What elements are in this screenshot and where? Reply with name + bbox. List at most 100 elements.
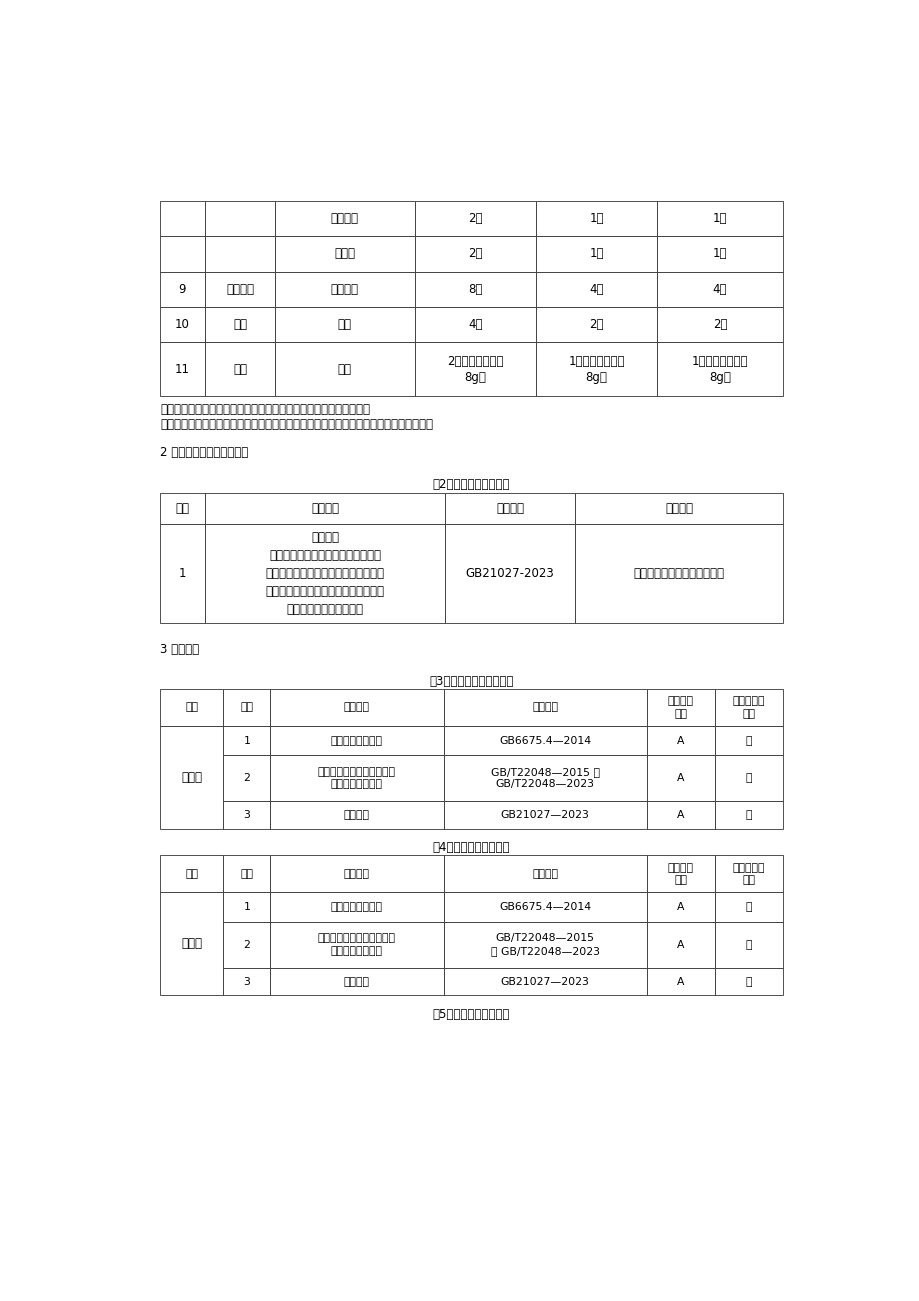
Bar (656, 200, 782, 237)
Text: 4本: 4本 (712, 282, 727, 295)
Text: 1个: 1个 (712, 212, 727, 225)
Bar (574, 493, 782, 524)
Text: 否: 否 (745, 977, 752, 986)
Text: 是: 是 (745, 735, 752, 745)
Bar (160, 524, 205, 623)
Bar (536, 272, 656, 307)
Text: 表2产品名称及执行标准: 表2产品名称及执行标准 (432, 477, 510, 490)
Text: 可触及的塑料件中邻苯二甲
酸酯增塑剂的限量: 可触及的塑料件中邻苯二甲 酸酯增塑剂的限量 (317, 768, 395, 790)
Bar (223, 892, 269, 921)
Text: 笔套安全: 笔套安全 (344, 977, 369, 986)
Text: GB6675.4—2014: GB6675.4—2014 (498, 735, 591, 745)
Text: 4只: 4只 (468, 319, 482, 332)
Text: 3 检验依据: 3 检验依据 (160, 643, 199, 656)
Bar (445, 524, 574, 623)
Bar (223, 755, 269, 801)
Bar (646, 801, 714, 829)
Text: 序号: 序号 (176, 502, 189, 515)
Bar (536, 342, 656, 397)
Text: 是否为环保
指标: 是否为环保 指标 (732, 863, 765, 885)
Text: 1套（单色不少于
8g）: 1套（单色不少于 8g） (568, 355, 624, 384)
Text: 2只: 2只 (589, 319, 603, 332)
Bar (536, 200, 656, 237)
Bar (646, 855, 714, 892)
Bar (443, 801, 646, 829)
Text: 安全性: 安全性 (181, 771, 202, 785)
Bar (714, 726, 782, 755)
Bar (414, 237, 536, 272)
Bar (160, 237, 205, 272)
Bar (656, 307, 782, 342)
Bar (223, 921, 269, 968)
Text: 1套（单色不少于
8g）: 1套（单色不少于 8g） (691, 355, 747, 384)
Text: 可迁移元素的限量: 可迁移元素的限量 (331, 735, 382, 745)
Text: 2个: 2个 (468, 212, 482, 225)
Bar (536, 307, 656, 342)
Bar (160, 726, 223, 829)
Bar (646, 921, 714, 968)
Text: GB21027-2023: GB21027-2023 (465, 567, 554, 580)
Bar (160, 200, 205, 237)
Bar (443, 921, 646, 968)
Bar (160, 892, 223, 995)
Text: 1个: 1个 (589, 212, 603, 225)
Bar (269, 855, 443, 892)
Text: A: A (676, 939, 684, 950)
Bar (443, 726, 646, 755)
Text: 否: 否 (745, 811, 752, 820)
Text: GB/T22048—2015
或 GB/T22048—2023: GB/T22048—2015 或 GB/T22048—2023 (490, 933, 599, 956)
Bar (646, 726, 714, 755)
Text: 产品名称: 产品名称 (311, 502, 339, 515)
Bar (646, 968, 714, 995)
Bar (269, 968, 443, 995)
Text: 检验方法: 检验方法 (531, 703, 558, 713)
Bar (536, 237, 656, 272)
Text: 是: 是 (745, 902, 752, 912)
Text: 1: 1 (243, 902, 250, 912)
Text: 3: 3 (243, 811, 250, 820)
Bar (160, 307, 205, 342)
Text: 课业簿册: 课业簿册 (331, 282, 358, 295)
Text: 是否为环保
指标: 是否为环保 指标 (732, 696, 765, 718)
Bar (160, 342, 205, 397)
Bar (269, 921, 443, 968)
Text: 表4学生文具（书写笔）: 表4学生文具（书写笔） (432, 842, 510, 855)
Text: 绘图仪尺: 绘图仪尺 (331, 212, 358, 225)
Bar (443, 755, 646, 801)
Bar (714, 755, 782, 801)
Bar (223, 690, 269, 726)
Bar (656, 342, 782, 397)
Bar (414, 272, 536, 307)
Bar (443, 892, 646, 921)
Text: 2: 2 (243, 773, 250, 783)
Bar (646, 755, 714, 801)
Text: 如单支样品的规格少于表中规定，则以总量换算成相应样品数量（即支数或个数）抽取。: 如单支样品的规格少于表中规定，则以总量换算成相应样品数量（即支数或个数）抽取。 (160, 418, 433, 431)
Text: 检验项目: 检验项目 (344, 869, 369, 878)
Bar (443, 855, 646, 892)
Text: 重要程度
分级: 重要程度 分级 (667, 863, 693, 885)
Text: 安全性: 安全性 (181, 937, 202, 950)
Bar (656, 272, 782, 307)
Text: 1: 1 (243, 735, 250, 745)
Bar (205, 493, 445, 524)
Text: A: A (676, 977, 684, 986)
Text: 书套: 书套 (337, 319, 351, 332)
Text: 课业簿册: 课业簿册 (226, 282, 254, 295)
Bar (714, 968, 782, 995)
Bar (223, 968, 269, 995)
Text: 可迁移元素的限量: 可迁移元素的限量 (331, 902, 382, 912)
Text: 可触及的塑料件中邻苯二甲
酸酯增塑剂的限量: 可触及的塑料件中邻苯二甲 酸酯增塑剂的限量 (317, 933, 395, 956)
Text: 4本: 4本 (589, 282, 603, 295)
Bar (646, 690, 714, 726)
Bar (656, 237, 782, 272)
Text: A: A (676, 902, 684, 912)
Text: 8本: 8本 (468, 282, 482, 295)
Bar (160, 272, 205, 307)
Bar (445, 493, 574, 524)
Bar (443, 690, 646, 726)
Text: 标准名称: 标准名称 (664, 502, 692, 515)
Text: 序号: 序号 (240, 869, 253, 878)
Text: GB6675.4—2014: GB6675.4—2014 (498, 902, 591, 912)
Text: 3: 3 (243, 977, 250, 986)
Text: 重要程度
分级: 重要程度 分级 (667, 696, 693, 718)
